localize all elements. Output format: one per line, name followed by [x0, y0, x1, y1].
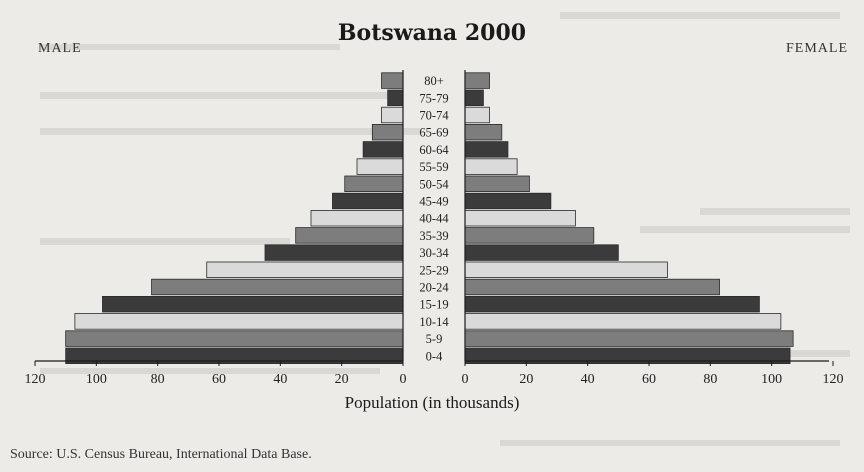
female-tick-label-60: 60	[642, 372, 656, 387]
male-bar-25-29	[206, 261, 404, 279]
male-tick-label-20: 20	[335, 372, 349, 387]
male-bar-60-64	[362, 141, 404, 158]
male-bars	[65, 72, 404, 365]
female-tick-label-20: 20	[519, 372, 533, 387]
male-tick-label-40: 40	[273, 372, 287, 387]
female-bars	[464, 72, 794, 365]
female-axis-ticks: 120 100 80 60 40 20 0	[462, 361, 844, 387]
female-tick-label-120: 120	[823, 372, 844, 387]
female-tick-label-80: 80	[703, 372, 717, 387]
age-label-70-74: 70-74	[419, 109, 449, 123]
age-label-25-29: 25-29	[419, 263, 448, 277]
male-bar-55-59	[356, 158, 404, 175]
female-tick-label-40: 40	[581, 372, 595, 387]
female-bar-65-69	[464, 124, 503, 141]
source-note: Source: U.S. Census Bureau, Internationa…	[10, 447, 312, 462]
chart-title: Botswana 2000	[338, 20, 526, 46]
male-bar-40-44	[310, 209, 404, 227]
female-label: FEMALE	[786, 41, 848, 56]
male-bar-50-54	[344, 175, 404, 193]
age-label-0-4: 0-4	[426, 349, 443, 363]
female-bar-55-59	[464, 158, 518, 175]
female-bar-80+	[464, 72, 490, 89]
age-label-80+: 80+	[424, 74, 444, 88]
female-bar-25-29	[464, 261, 668, 279]
male-bar-15-19	[102, 295, 404, 313]
female-bar-45-49	[464, 192, 552, 210]
female-bar-70-74	[464, 106, 490, 124]
male-tick-label-100: 100	[86, 372, 107, 387]
female-bar-15-19	[464, 295, 760, 313]
male-bar-70-74	[381, 106, 404, 124]
male-bar-20-24	[151, 278, 404, 296]
male-label: MALE	[38, 41, 82, 56]
male-bar-5-9	[65, 330, 404, 347]
male-bar-80+	[381, 72, 404, 89]
age-label-60-64: 60-64	[419, 143, 449, 157]
male-bar-30-34	[264, 244, 404, 261]
female-bar-35-39	[464, 227, 595, 244]
male-bar-75-79	[387, 89, 404, 107]
male-tick-label-80: 80	[151, 372, 165, 387]
age-label-5-9: 5-9	[426, 332, 443, 346]
female-bar-30-34	[464, 244, 619, 261]
female-bar-40-44	[464, 209, 576, 227]
age-label-10-14: 10-14	[419, 315, 449, 329]
age-label-15-19: 15-19	[419, 298, 448, 312]
female-bar-10-14	[464, 313, 782, 330]
female-bar-75-79	[464, 89, 484, 107]
age-label-35-39: 35-39	[419, 229, 448, 243]
age-group-labels: 80+ 75-79 70-74 65-69 60-64 55-59 50-54 45-49 40…	[419, 74, 449, 363]
age-label-75-79: 75-79	[419, 91, 448, 105]
male-bar-35-39	[295, 227, 404, 244]
age-label-45-49: 45-49	[419, 195, 448, 209]
age-label-50-54: 50-54	[419, 177, 449, 191]
female-bar-60-64	[464, 141, 509, 158]
age-label-20-24: 20-24	[419, 281, 449, 295]
x-axis-title: Population (in thousands)	[345, 393, 520, 412]
male-bar-10-14	[74, 313, 404, 330]
age-label-30-34: 30-34	[419, 246, 449, 260]
male-tick-label-120: 120	[25, 372, 46, 387]
male-axis-ticks: 120 100 80 60 40 20 0	[25, 361, 407, 387]
age-label-55-59: 55-59	[419, 160, 448, 174]
female-bar-5-9	[464, 330, 794, 347]
age-label-65-69: 65-69	[419, 126, 448, 140]
age-label-40-44: 40-44	[419, 212, 449, 226]
male-bar-65-69	[371, 124, 404, 141]
male-tick-label-60: 60	[212, 372, 226, 387]
female-tick-label-100: 100	[761, 372, 782, 387]
female-bar-50-54	[464, 175, 530, 193]
female-bar-20-24	[464, 278, 720, 296]
male-tick-label-0: 0	[400, 372, 407, 387]
male-bar-45-49	[332, 192, 404, 210]
female-tick-label-0: 0	[462, 372, 469, 387]
